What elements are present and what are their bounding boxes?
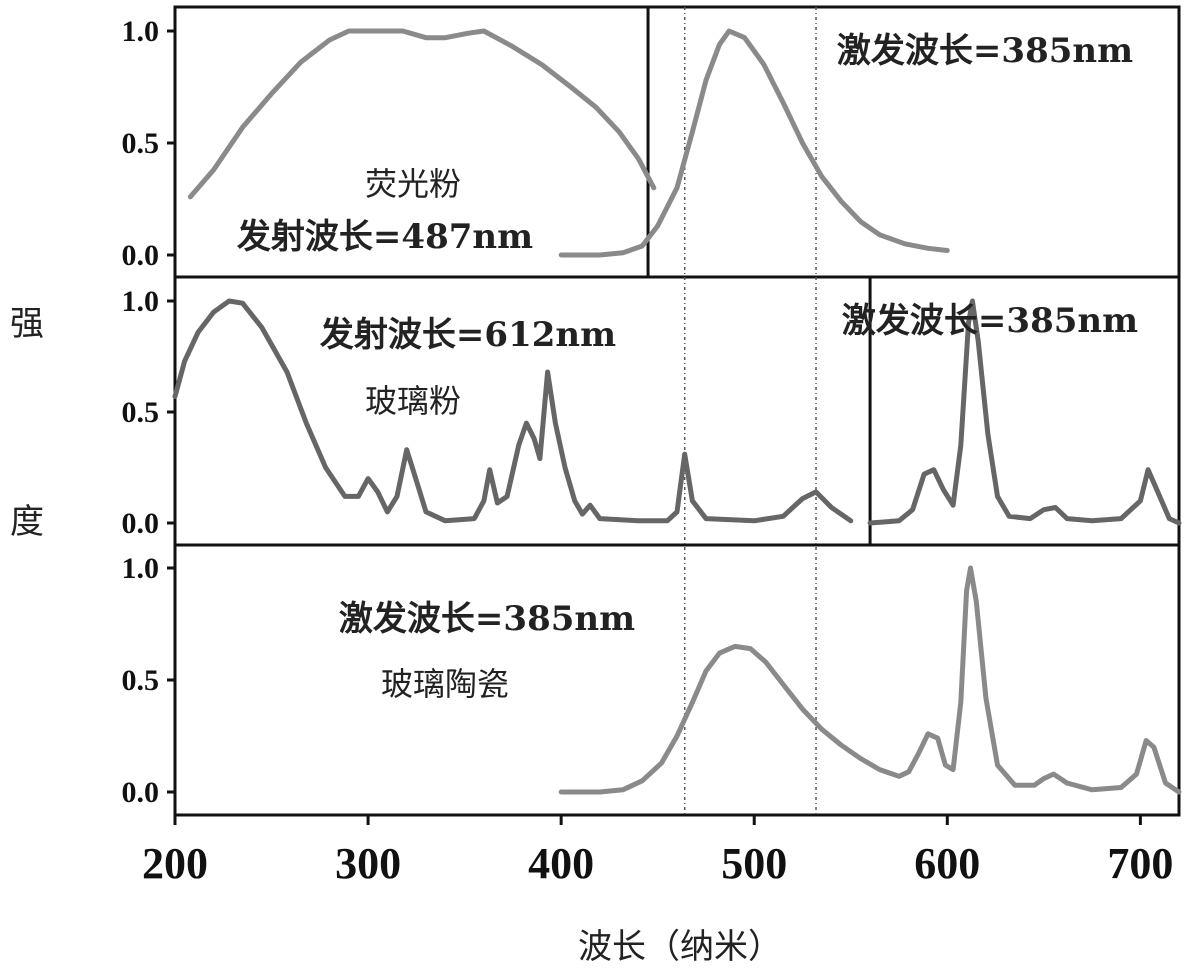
spectrum-curves bbox=[175, 31, 1179, 792]
panel-3-emission-curve bbox=[561, 568, 1179, 792]
panel-1-excitation-label: 激发波长=385nm bbox=[837, 31, 1133, 71]
panel-2-y-tick-label-2: 1.0 bbox=[122, 285, 160, 318]
x-tick-label-1: 300 bbox=[335, 839, 401, 888]
panel-1-y-tick-label-2: 1.0 bbox=[122, 15, 160, 48]
panel-1-material-label: 荧光粉 bbox=[365, 165, 461, 203]
panel-3-y-tick-label-2: 1.0 bbox=[122, 552, 160, 585]
x-tick-label-4: 600 bbox=[914, 839, 980, 888]
panel-1-y-tick-label-1: 0.5 bbox=[122, 127, 160, 160]
panel-2-material-label: 玻璃粉 bbox=[365, 382, 461, 420]
panel-3-frame bbox=[175, 545, 1179, 815]
panel-3-material-label: 玻璃陶瓷 bbox=[381, 665, 509, 703]
panel-3-y-tick-label-1: 0.5 bbox=[122, 664, 160, 697]
x-axis-title: 波长（纳米） bbox=[578, 927, 782, 967]
x-ticks: 200 300 400 500 600 700 bbox=[142, 815, 1173, 888]
panel-2-y-tick-label-1: 0.5 bbox=[122, 396, 160, 429]
panel-3-excitation-label: 激发波长=385nm bbox=[339, 599, 635, 639]
x-tick-label-5: 700 bbox=[1107, 839, 1173, 888]
panel-2-emission-label: 发射波长=612nm bbox=[320, 315, 616, 355]
panel-2-excitation-label: 激发波长=385nm bbox=[842, 301, 1138, 341]
panel-2-y-tick-label-0: 0.0 bbox=[122, 507, 160, 540]
panel-1-emission-label: 发射波长=487nm bbox=[237, 217, 533, 257]
x-tick-label-2: 400 bbox=[528, 839, 594, 888]
x-tick-label-0: 200 bbox=[142, 839, 208, 888]
y-ticks: 0.0 0.5 1.0 0.0 0.5 1.0 0.0 0.5 1.0 bbox=[122, 15, 176, 809]
x-tick-label-3: 500 bbox=[721, 839, 787, 888]
y-axis-title-char-1: 强 bbox=[10, 304, 44, 344]
y-axis-title-char-2: 度 bbox=[10, 502, 44, 542]
panel-1-y-tick-label-0: 0.0 bbox=[122, 239, 160, 272]
panel-3-y-tick-label-0: 0.0 bbox=[122, 776, 160, 809]
